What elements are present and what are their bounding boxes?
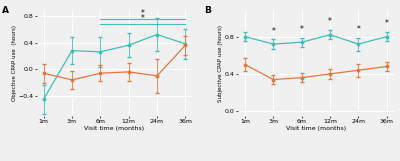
Legend: DS, CG: DS, CG — [292, 159, 339, 161]
X-axis label: Visit time (months): Visit time (months) — [84, 126, 144, 131]
Text: *: * — [141, 14, 145, 23]
Text: *: * — [328, 17, 332, 26]
Y-axis label: Objective CPAP use  (hours): Objective CPAP use (hours) — [12, 25, 16, 101]
Text: *: * — [272, 27, 275, 36]
Text: A: A — [2, 6, 9, 15]
Text: *: * — [300, 25, 304, 34]
Text: *: * — [385, 19, 389, 28]
Text: *: * — [356, 25, 360, 34]
Text: *: * — [141, 9, 145, 18]
X-axis label: Visit time (months): Visit time (months) — [286, 126, 346, 131]
Text: B: B — [204, 6, 210, 15]
Y-axis label: Subjective CPAP use (hours): Subjective CPAP use (hours) — [218, 25, 223, 102]
Legend: DS, CG: DS, CG — [91, 159, 138, 161]
